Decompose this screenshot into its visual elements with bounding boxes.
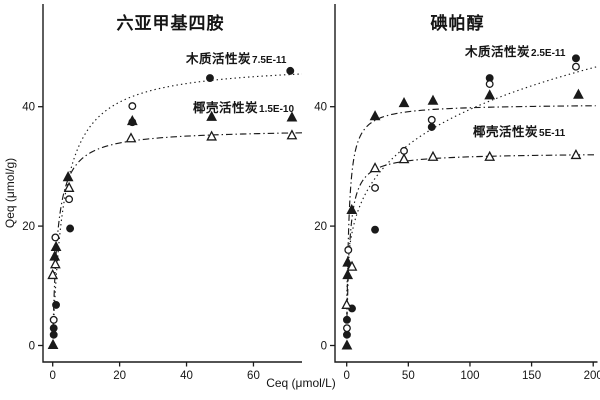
triangle-open-marker bbox=[570, 148, 582, 160]
right-x-tick-label: 100 bbox=[460, 370, 479, 382]
annotation-label: 椰壳活性炭 bbox=[193, 101, 259, 115]
triangle-filled-marker bbox=[342, 256, 354, 267]
left-wood-carbon-annotation: 木质活性炭7.5E-11 bbox=[186, 48, 287, 68]
triangle-open-marker bbox=[286, 129, 298, 140]
triangle-open-marker bbox=[341, 298, 353, 309]
circle-filled-marker bbox=[206, 74, 214, 82]
left-fit-curve-dashdot bbox=[52, 132, 302, 325]
right-panel-title: 碘帕醇 bbox=[430, 14, 485, 33]
circle-open-marker bbox=[485, 80, 494, 88]
circle-open-marker bbox=[342, 324, 351, 333]
circle-open-marker bbox=[128, 102, 137, 111]
right-x-tick-label: 50 bbox=[402, 370, 415, 382]
triangle-filled-marker bbox=[573, 88, 584, 99]
triangle-filled-marker bbox=[346, 203, 358, 215]
circle-open-marker bbox=[344, 246, 353, 254]
annotation-value: 1.5E-10 bbox=[259, 104, 295, 115]
left-y-tick-label: 0 bbox=[29, 341, 35, 353]
triangle-open-marker bbox=[346, 260, 358, 271]
right-x-tick-label: 150 bbox=[522, 370, 541, 382]
triangle-filled-marker bbox=[342, 268, 354, 280]
circle-filled-marker bbox=[52, 300, 60, 309]
circle-filled-marker bbox=[342, 315, 351, 324]
triangle-filled-marker bbox=[126, 114, 138, 126]
left-panel-title: 六亚甲基四胺 bbox=[116, 14, 225, 33]
triangle-filled-marker bbox=[206, 110, 218, 121]
annotation-value: 7.5E-11 bbox=[252, 55, 287, 66]
left-coconut-carbon-annotation: 椰壳活性炭1.5E-10 bbox=[193, 97, 294, 117]
circle-filled-marker bbox=[371, 225, 379, 234]
left-x-tick-label: 40 bbox=[180, 370, 193, 382]
circle-open-marker bbox=[49, 315, 58, 324]
circle-open-marker bbox=[572, 62, 580, 71]
right-x-tick-label: 200 bbox=[584, 370, 600, 382]
circle-filled-marker bbox=[66, 224, 75, 233]
left-x-tick-label: 0 bbox=[49, 370, 55, 382]
circle-filled-marker bbox=[49, 324, 58, 333]
circle-open-marker bbox=[371, 183, 379, 192]
annotation-label: 椰壳活性炭 bbox=[473, 125, 539, 139]
circle-open-marker bbox=[51, 233, 60, 242]
right-fit-curve-dashdot bbox=[346, 154, 596, 338]
x-axis-label: Ceq (μmol/L) bbox=[266, 376, 336, 390]
left-panel-axes bbox=[42, 4, 302, 363]
right-y-tick-label: 40 bbox=[314, 102, 327, 114]
circle-filled-marker bbox=[286, 66, 295, 75]
left-y-tick-label: 40 bbox=[22, 102, 35, 114]
circle-open-marker bbox=[427, 115, 436, 124]
triangle-open-marker bbox=[125, 132, 137, 143]
triangle-filled-marker bbox=[47, 338, 59, 349]
circle-open-marker bbox=[65, 195, 74, 204]
circle-filled-marker bbox=[49, 330, 58, 339]
y-axis-label: Qeq (μmol/g) bbox=[3, 157, 17, 229]
triangle-open-marker bbox=[369, 162, 381, 173]
circle-filled-marker bbox=[572, 54, 580, 63]
triangle-open-marker bbox=[398, 153, 410, 164]
triangle-filled-marker bbox=[369, 110, 381, 121]
triangle-open-marker bbox=[47, 268, 59, 280]
left-y-tick-label: 20 bbox=[22, 221, 35, 233]
triangle-filled-marker bbox=[50, 240, 62, 252]
triangle-filled-marker bbox=[62, 171, 74, 182]
right-wood-carbon-annotation: 木质活性炭2.5E-11 bbox=[465, 41, 566, 61]
triangle-open-marker bbox=[49, 258, 61, 269]
annotation-label: 木质活性炭 bbox=[465, 45, 531, 59]
left-x-tick-label: 60 bbox=[247, 370, 260, 382]
triangle-open-marker bbox=[63, 181, 75, 192]
triangle-open-marker bbox=[427, 150, 439, 161]
right-x-tick-label: 0 bbox=[343, 370, 349, 382]
triangle-filled-marker bbox=[398, 97, 410, 108]
right-y-tick-label: 20 bbox=[314, 221, 327, 233]
circle-filled-marker bbox=[342, 330, 351, 339]
triangle-filled-marker bbox=[427, 94, 439, 105]
triangle-filled-marker bbox=[286, 111, 298, 122]
triangle-open-marker bbox=[206, 130, 218, 141]
right-panel-axes bbox=[334, 4, 598, 363]
triangle-open-marker bbox=[484, 150, 496, 161]
annotation-value: 2.5E-11 bbox=[531, 48, 566, 59]
triangle-filled-marker bbox=[341, 339, 353, 350]
annotation-value: 5E-11 bbox=[539, 128, 566, 139]
right-coconut-carbon-annotation: 椰壳活性炭5E-11 bbox=[473, 121, 565, 141]
annotation-label: 木质活性炭 bbox=[186, 52, 252, 66]
circle-filled-marker bbox=[427, 123, 436, 131]
right-fit-curve-dotted bbox=[346, 66, 598, 319]
left-x-tick-label: 20 bbox=[113, 370, 126, 382]
triangle-filled-marker bbox=[484, 89, 496, 100]
right-y-tick-label: 0 bbox=[321, 341, 327, 353]
left-fit-curve-dotted bbox=[52, 73, 303, 334]
